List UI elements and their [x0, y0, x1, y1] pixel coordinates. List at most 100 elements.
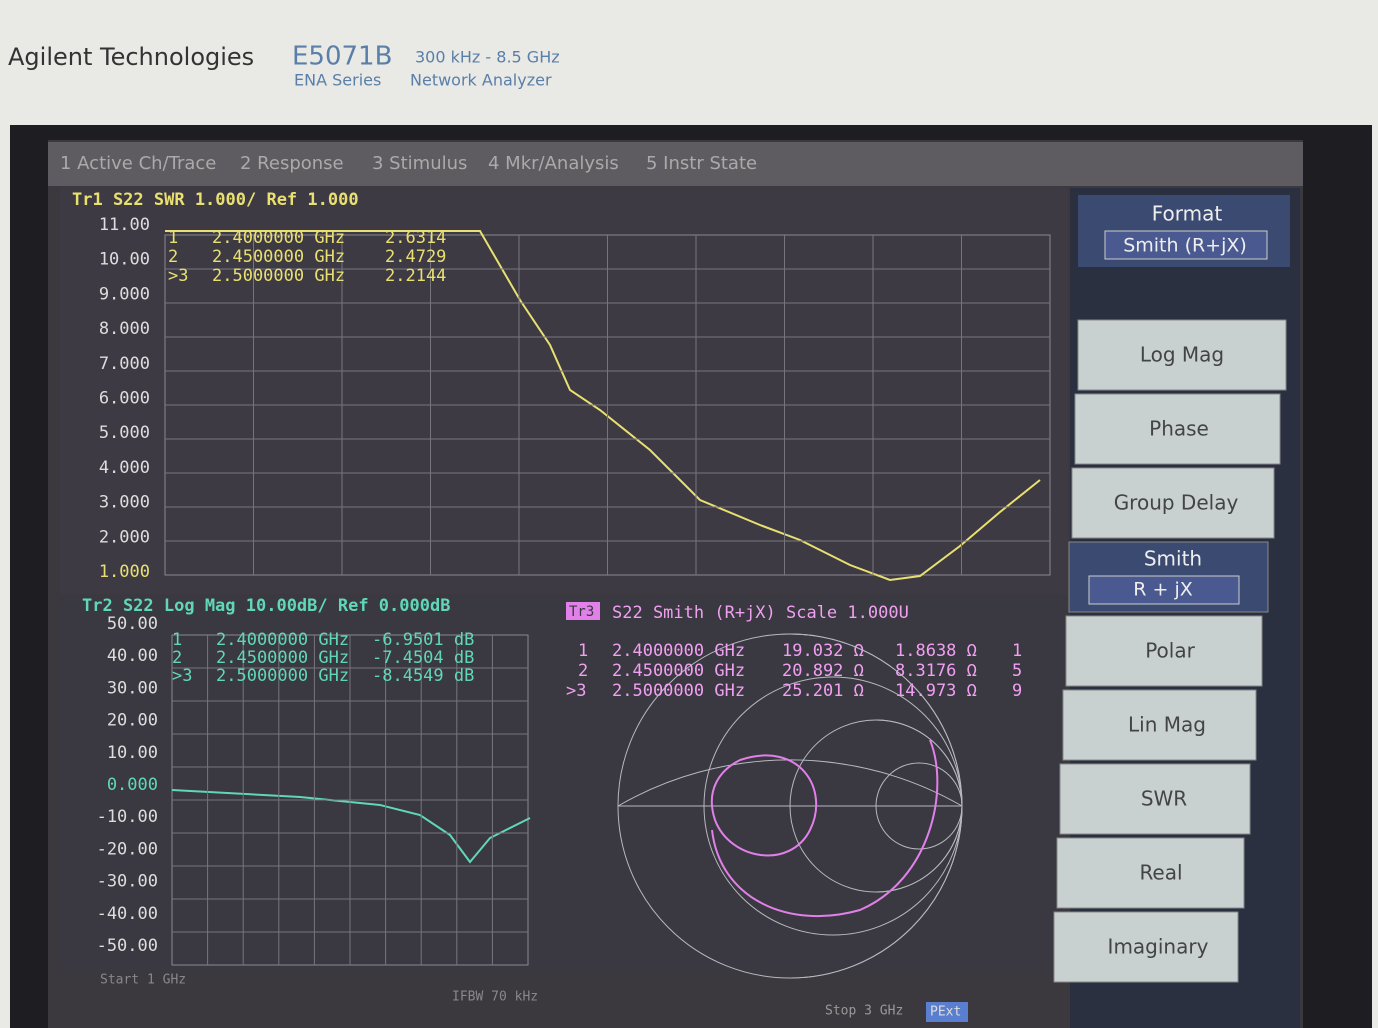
y-tick-label: -10.00: [97, 807, 158, 827]
y-tick-label: 40.00: [107, 646, 158, 666]
smith-sub: R + jX: [1133, 579, 1193, 601]
smith-sub-box: [1088, 575, 1240, 605]
marker-value: 14.973 Ω: [895, 681, 977, 701]
y-tick-label: 7.000: [99, 354, 150, 374]
marker-value: 2.4000000 GHz: [612, 641, 745, 661]
pext: PExt: [930, 1005, 961, 1020]
marker-value: 2.5000000 GHz: [212, 266, 345, 286]
marker-value: 2.4500000 GHz: [216, 648, 349, 668]
y-tick-label: -20.00: [97, 839, 158, 859]
softkey-label[interactable]: Polar: [1145, 639, 1195, 663]
y-tick-label: 50.00: [107, 614, 158, 634]
current-format: Smith (R+jX): [1123, 235, 1247, 257]
softkey-label[interactable]: Real: [1139, 861, 1182, 885]
marker-value: 2.4500000 GHz: [212, 247, 345, 267]
marker-value: 19.032 Ω: [782, 641, 864, 661]
product: Network Analyzer: [410, 71, 552, 90]
marker-value: 2.6314: [385, 228, 446, 248]
marker-value: 1.8638 Ω: [895, 641, 977, 661]
ifbw: IFBW 70 kHz: [452, 990, 538, 1005]
softkey[interactable]: [1056, 837, 1245, 909]
marker-value: 2.4000000 GHz: [212, 228, 345, 248]
current-format-box: [1104, 230, 1268, 260]
marker-value: 2.2144: [385, 266, 446, 286]
menu-item[interactable]: 3 Stimulus: [372, 153, 467, 174]
y-tick-label: -40.00: [97, 904, 158, 924]
menu-item[interactable]: 1 Active Ch/Trace: [60, 153, 216, 174]
menu-bar: [48, 142, 1303, 186]
marker-value: 2: [578, 661, 588, 681]
trace2-curve: [171, 789, 531, 864]
y-tick-label: 20.00: [107, 711, 158, 731]
menu-item[interactable]: 2 Response: [240, 153, 344, 174]
y-tick-label: 2.000: [99, 527, 150, 547]
y-tick-label: 10.00: [107, 743, 158, 763]
softkey[interactable]: [1065, 615, 1263, 687]
trace3-tag-bg: [566, 602, 600, 620]
stop: Stop 3 GHz: [825, 1004, 903, 1019]
marker-value: 1: [1012, 641, 1022, 661]
softkey-label[interactable]: Lin Mag: [1128, 713, 1206, 737]
marker-value: 1: [168, 228, 178, 248]
range: 300 kHz - 8.5 GHz: [415, 48, 560, 67]
marker-value: 1: [172, 630, 182, 650]
menu-item[interactable]: 4 Mkr/Analysis: [488, 153, 619, 174]
y-tick-label: 8.000: [99, 319, 150, 339]
model: E5071B: [292, 42, 392, 72]
softkey[interactable]: [1062, 689, 1257, 761]
marker-value: >3: [172, 666, 192, 686]
y-tick-label: 1.000: [99, 562, 150, 582]
y-tick-label: 9.000: [99, 284, 150, 304]
marker-value: 2.4729: [385, 247, 446, 267]
brand: Agilent Technologies: [8, 43, 254, 71]
marker-value: 2: [168, 247, 178, 267]
y-tick-label: -50.00: [97, 936, 158, 956]
marker-value: 2: [172, 648, 182, 668]
y-tick-label: 4.000: [99, 458, 150, 478]
softkey-label[interactable]: Phase: [1149, 417, 1209, 441]
y-tick-label: 5.000: [99, 423, 150, 443]
marker-value: 5: [1012, 661, 1022, 681]
marker-value: 2.5000000 GHz: [612, 681, 745, 701]
marker-value: 25.201 Ω: [782, 681, 864, 701]
lower-panel: [60, 596, 1068, 974]
softkey[interactable]: [1077, 319, 1287, 391]
softkey[interactable]: [1053, 911, 1239, 983]
softkey[interactable]: [1059, 763, 1251, 835]
softkey-label[interactable]: Group Delay: [1114, 491, 1239, 515]
marker-value: -7.4504 dB: [372, 648, 474, 668]
start: Start 1 GHz: [100, 973, 186, 988]
y-tick-label: 10.00: [99, 250, 150, 270]
softkey[interactable]: [1071, 467, 1275, 539]
softkey-label[interactable]: Log Mag: [1140, 343, 1224, 367]
y-tick-label: -30.00: [97, 872, 158, 892]
y-tick-label: 11.00: [99, 215, 150, 235]
softkey-label[interactable]: Smith: [1144, 547, 1202, 571]
softkey[interactable]: [1074, 393, 1281, 465]
marker-value: 1: [578, 641, 588, 661]
marker-value: 2.5000000 GHz: [216, 666, 349, 686]
marker-value: >3: [168, 266, 188, 286]
marker-value: >3: [566, 681, 586, 701]
trace3-curve: [710, 739, 939, 918]
y-tick-label: 3.000: [99, 493, 150, 513]
trace1-panel: [60, 186, 1068, 594]
series: ENA Series: [294, 71, 381, 90]
marker-value: -6.9501 dB: [372, 630, 474, 650]
marker-value: 2.4500000 GHz: [612, 661, 745, 681]
menu-item[interactable]: 5 Instr State: [646, 153, 757, 174]
smith-grid: [617, 633, 963, 979]
trace1-header: Tr1 S22 SWR 1.000/ Ref 1.000: [72, 190, 359, 210]
softkey-label[interactable]: Imaginary: [1108, 935, 1209, 959]
trace1-curve: [165, 230, 1041, 582]
marker-value: -8.4549 dB: [372, 666, 474, 686]
y-tick-label: 30.00: [107, 678, 158, 698]
marker-value: 9: [1012, 681, 1022, 701]
marker-value: 2.4000000 GHz: [216, 630, 349, 650]
y-tick-label: 6.000: [99, 389, 150, 409]
marker-value: 8.3176 Ω: [895, 661, 977, 681]
softkey-label[interactable]: SWR: [1141, 787, 1187, 811]
pext-bg: [926, 1002, 968, 1022]
